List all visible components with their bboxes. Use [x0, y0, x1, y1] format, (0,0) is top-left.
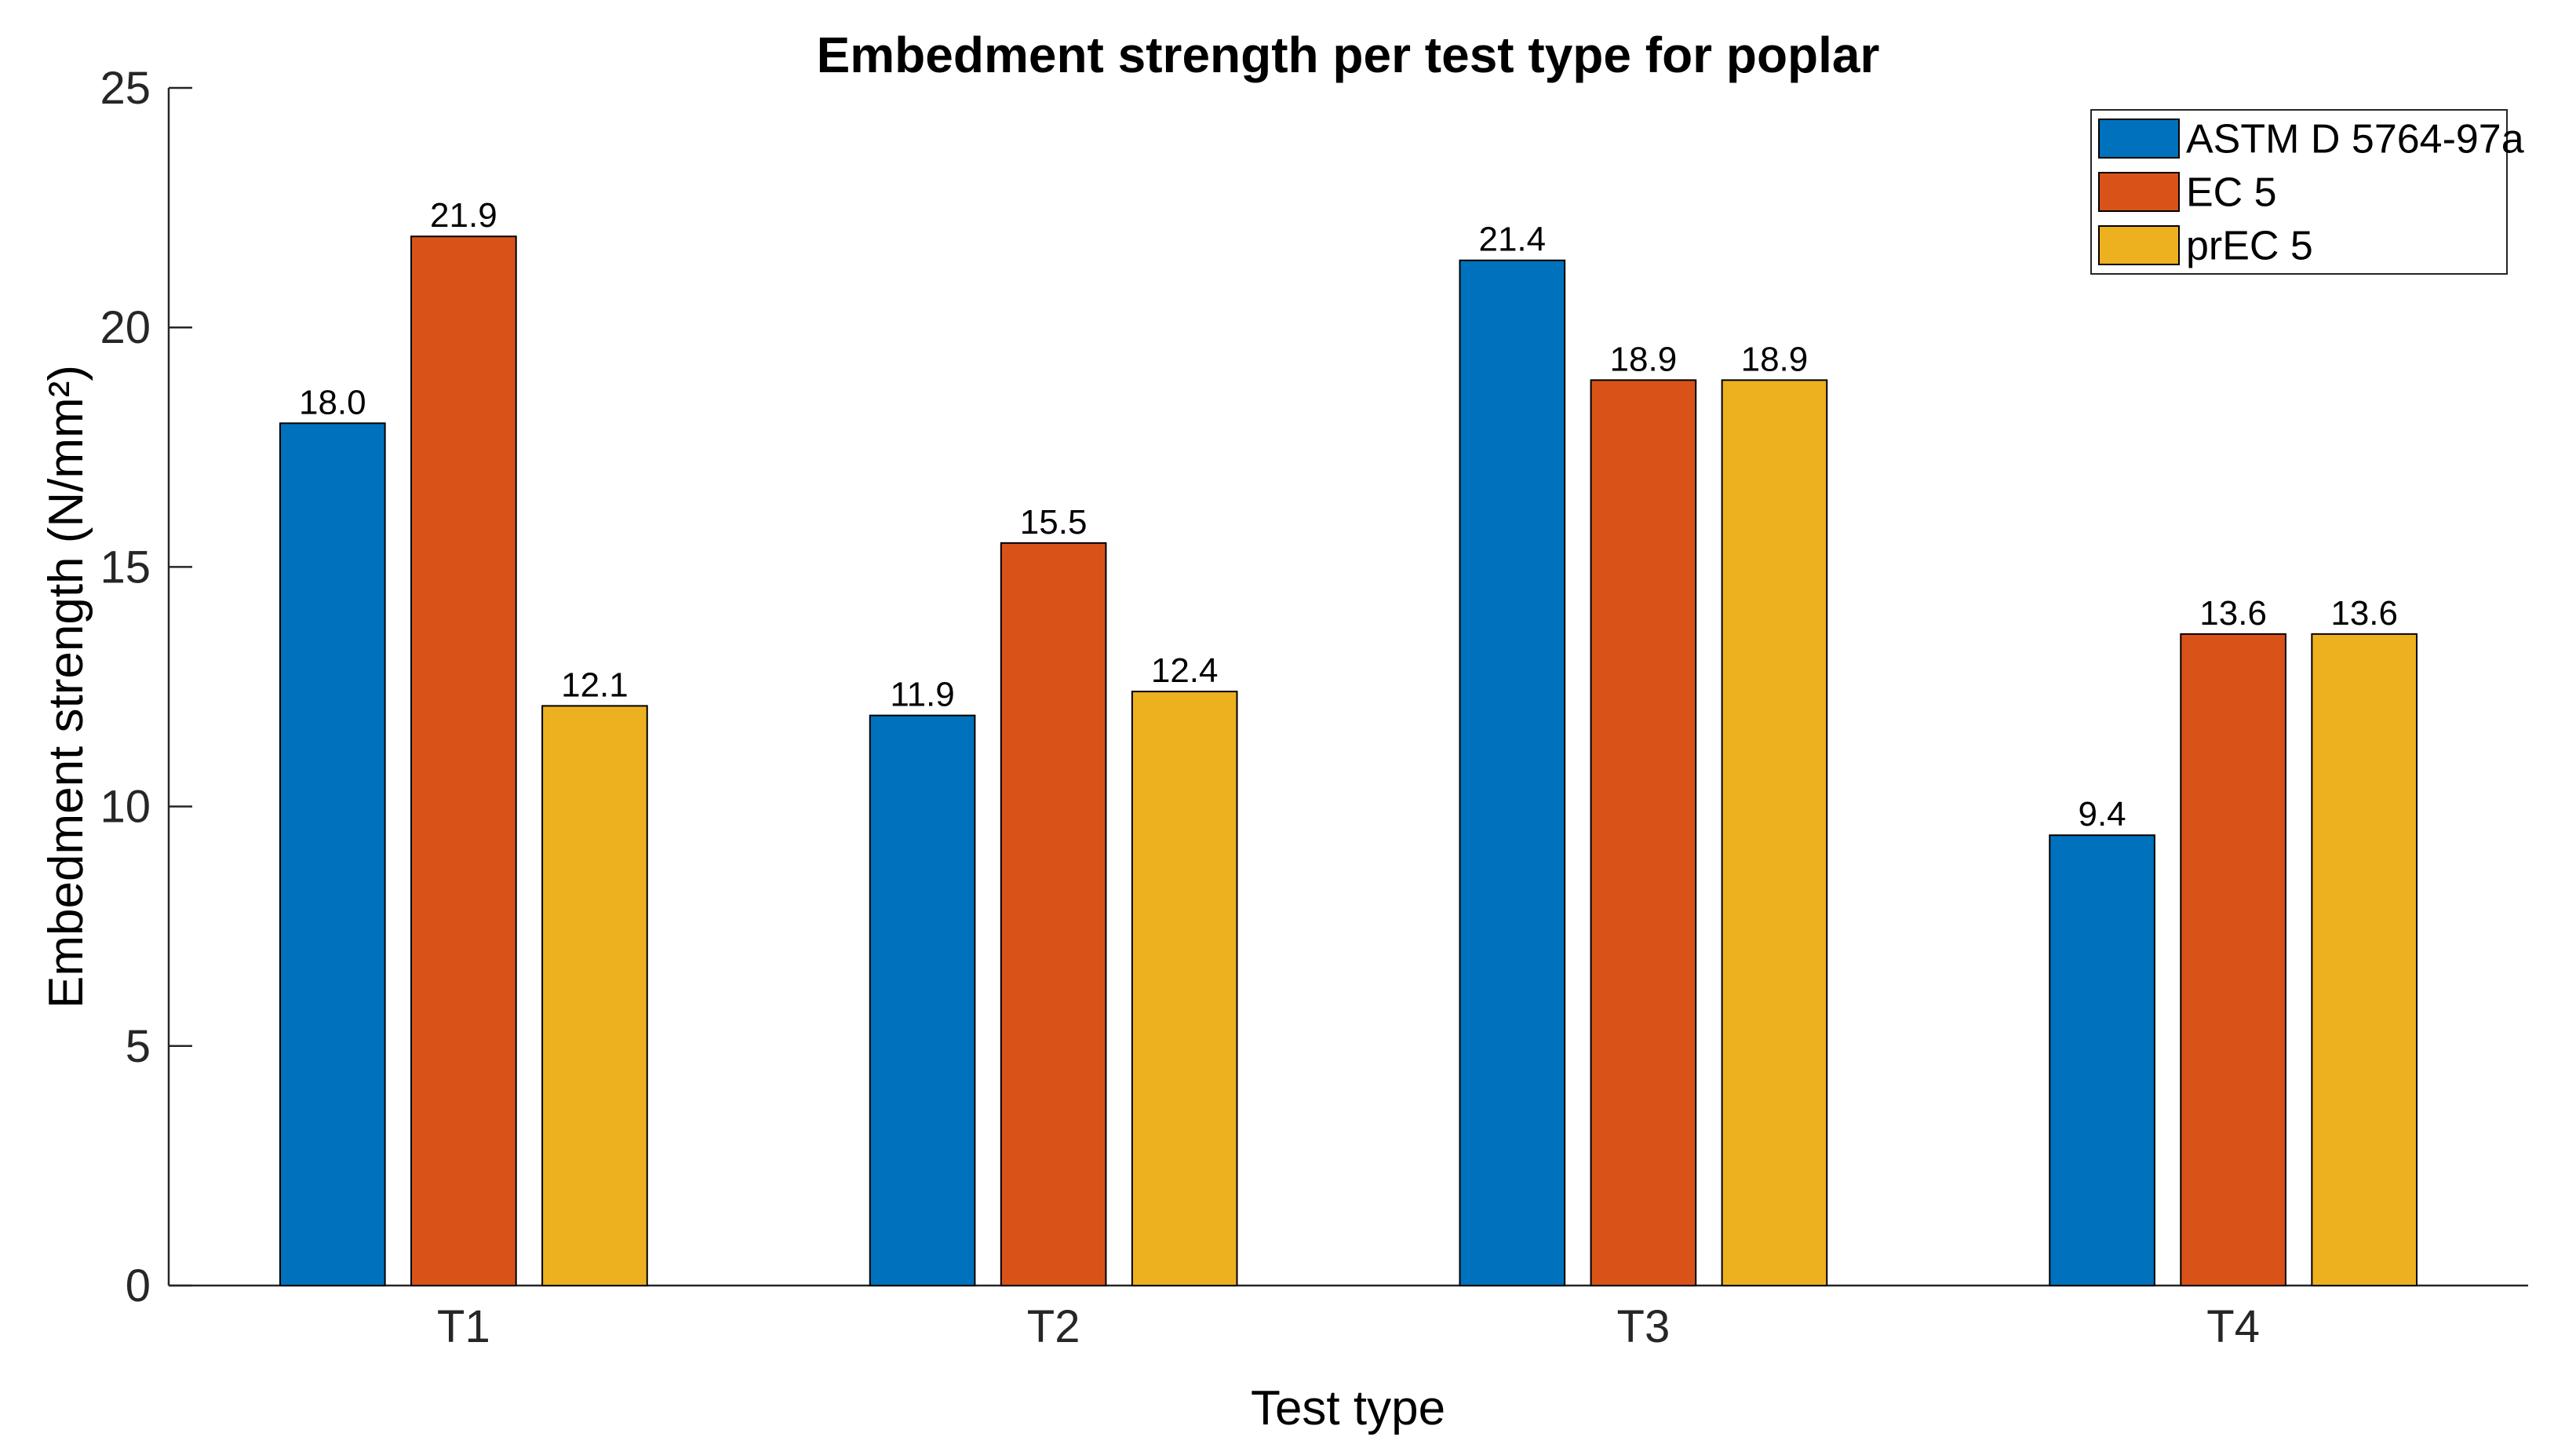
bar-value-label-t1-ec-5: 21.9	[430, 196, 497, 235]
bar-value-label-t3-prec-5: 18.9	[1741, 340, 1809, 378]
bar-value-label-t2-prec-5: 12.4	[1151, 651, 1219, 690]
plot-area: 0 5 10 15 20 25 T1 T2 T3 T4 18.0 11.9 21.4 9.4 21.9 15.…	[100, 63, 2528, 1352]
bar-value-label-t4-prec-5: 13.6	[2330, 594, 2398, 633]
y-tick-label-20: 20	[100, 302, 151, 353]
legend-swatch-astm-d-5764-97a	[2098, 119, 2180, 159]
y-tick-label-0: 0	[126, 1260, 151, 1311]
legend-swatch-ec-5	[2098, 172, 2180, 212]
y-axis-label: Embedment strength (N/mm²)	[39, 365, 93, 1008]
bar-t3-prec-5	[1721, 379, 1828, 1286]
bar-t4-prec-5	[2311, 633, 2418, 1286]
x-axis-label: Test type	[1251, 1381, 1445, 1435]
bar-value-label-t1-prec-5: 12.1	[561, 666, 629, 704]
bar-t3-ec-5	[1590, 379, 1697, 1286]
bar-t2-astm-d-5764-97a	[869, 714, 976, 1286]
x-tick-label-t4: T4	[2206, 1301, 2260, 1352]
bar-value-label-t1-astm-d-5764-97a: 18.0	[299, 383, 366, 421]
y-tick-label-10: 10	[100, 782, 151, 833]
x-tick-label-t2: T2	[1027, 1301, 1080, 1352]
legend-swatch-prec-5	[2098, 225, 2180, 265]
bar-value-label-t4-ec-5: 13.6	[2199, 594, 2267, 633]
x-tick-label-t3: T3	[1617, 1301, 1671, 1352]
bar-value-label-t3-astm-d-5764-97a: 21.4	[1478, 221, 1546, 259]
bar-t2-ec-5	[1000, 542, 1107, 1286]
legend-rows: ASTM D 5764-97a EC 5 prEC 5	[2098, 117, 2524, 269]
bar-t1-prec-5	[541, 705, 648, 1286]
bar-t4-ec-5	[2180, 633, 2286, 1286]
x-tick-label-t1: T1	[437, 1301, 490, 1352]
chart-title: Embedment strength per test type for pop…	[817, 27, 1880, 83]
bar-value-label-t3-ec-5: 18.9	[1610, 340, 1678, 378]
bar-t4-astm-d-5764-97a	[2049, 834, 2155, 1286]
legend-label-ec-5: EC 5	[2186, 170, 2277, 216]
y-tick-label-15: 15	[100, 542, 151, 593]
legend-label-prec-5: prEC 5	[2186, 224, 2313, 269]
bar-t1-astm-d-5764-97a	[279, 422, 386, 1286]
bar-t1-ec-5	[410, 235, 517, 1286]
bar-value-label-t2-astm-d-5764-97a: 11.9	[890, 676, 954, 714]
y-tick-label-25: 25	[100, 63, 151, 114]
y-tick-label-5: 5	[126, 1021, 151, 1072]
bar-t2-prec-5	[1131, 691, 1238, 1286]
legend-label-astm-d-5764-97a: ASTM D 5764-97a	[2186, 117, 2524, 162]
bar-t3-astm-d-5764-97a	[1459, 259, 1566, 1286]
bar-value-label-t4-astm-d-5764-97a: 9.4	[2078, 795, 2126, 833]
bar-value-label-t2-ec-5: 15.5	[1020, 503, 1088, 542]
legend: ASTM D 5764-97a EC 5 prEC 5	[2090, 109, 2524, 275]
